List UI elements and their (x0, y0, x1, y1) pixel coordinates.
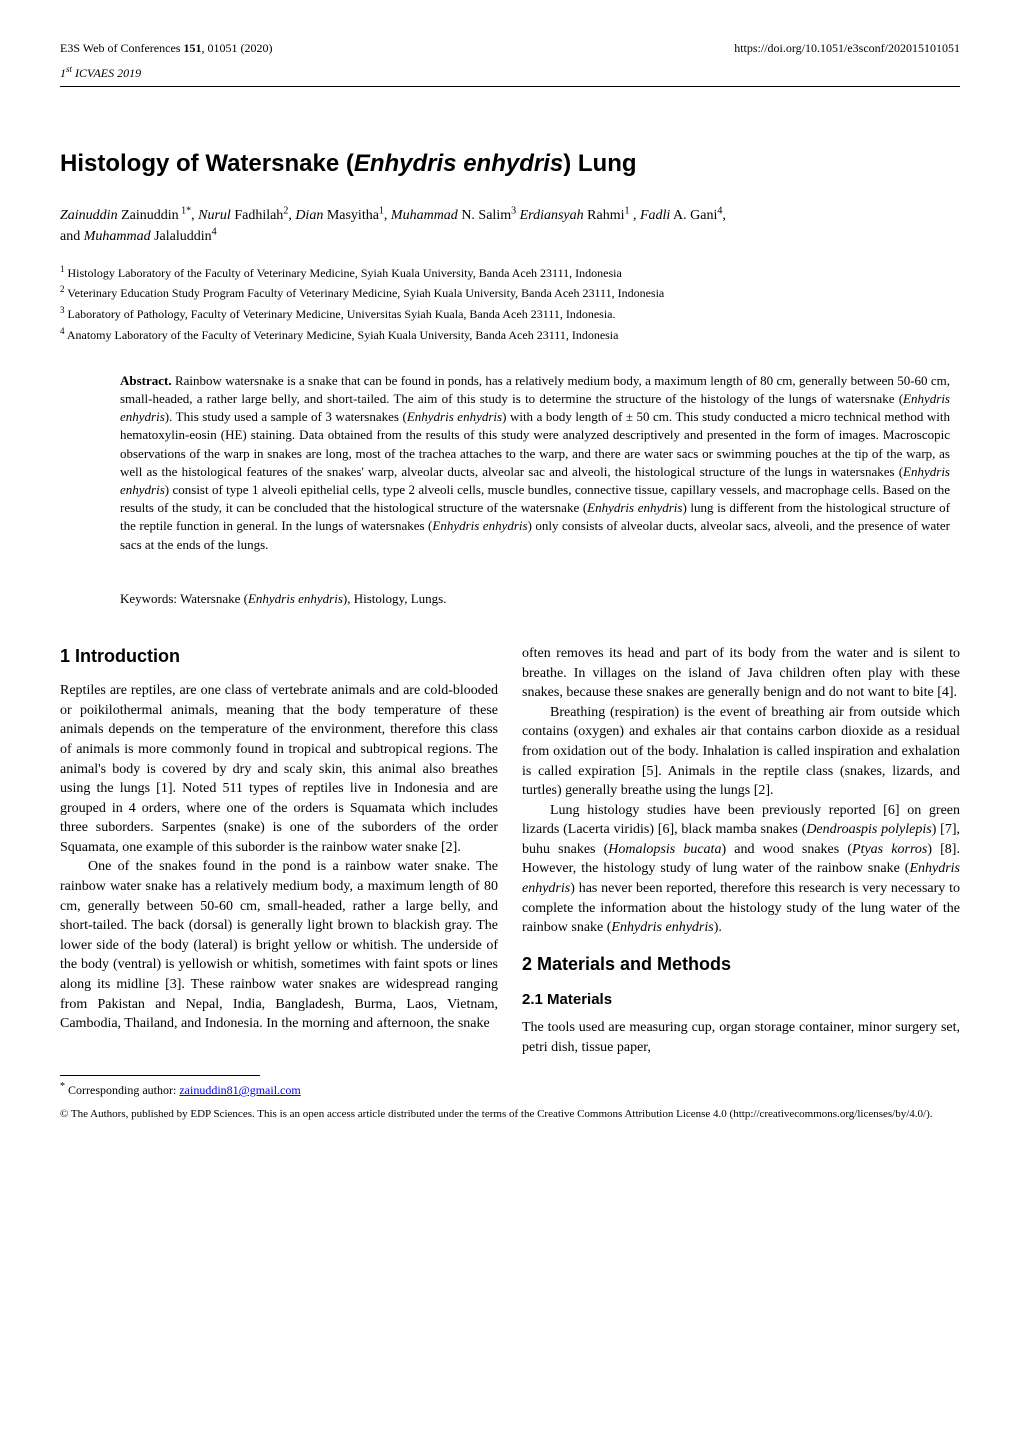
section-1-p1: Reptiles are reptiles, are one class of … (60, 681, 498, 857)
footer-rule (60, 1075, 260, 1076)
aff-text-3: Laboratory of Pathology, Faculty of Vete… (65, 307, 616, 321)
keywords-text: Watersnake (Enhydris enhydris), Histolog… (180, 591, 446, 606)
page-title: Histology of Watersnake (Enhydris enhydr… (60, 147, 960, 181)
footnote-text: Corresponding author: (65, 1083, 179, 1097)
affiliations: 1 Histology Laboratory of the Faculty of… (60, 263, 960, 344)
header-event: 1st ICVAES 2019 (60, 63, 960, 82)
col2-p2: Breathing (respiration) is the event of … (522, 703, 960, 801)
affiliation-1: 1 Histology Laboratory of the Faculty of… (60, 263, 960, 282)
section-1-p2: One of the snakes found in the pond is a… (60, 857, 498, 1033)
authors-line2: and Muhammad Jalaluddin4 (60, 229, 217, 244)
column-left: 1 Introduction Reptiles are reptiles, ar… (60, 644, 498, 1057)
column-right: often removes its head and part of its b… (522, 644, 960, 1057)
affiliation-3: 3 Laboratory of Pathology, Faculty of Ve… (60, 304, 960, 323)
article-id: 01051 (2020) (207, 41, 272, 55)
abstract: Abstract. Rainbow watersnake is a snake … (120, 372, 950, 554)
affiliation-2: 2 Veterinary Education Study Program Fac… (60, 283, 960, 302)
keywords-label: Keywords: (120, 591, 180, 606)
section-2-1-p1: The tools used are measuring cup, organ … (522, 1018, 960, 1057)
col2-p3: Lung histology studies have been previou… (522, 801, 960, 938)
header-rule (60, 86, 960, 87)
header-doi: https://doi.org/10.1051/e3sconf/20201510… (734, 40, 960, 57)
license-text: © The Authors, published by EDP Sciences… (60, 1107, 960, 1121)
corresponding-footnote: * Corresponding author: zainuddin81@gmai… (60, 1080, 960, 1099)
section-2-heading: 2 Materials and Methods (522, 952, 960, 977)
section-1-heading: 1 Introduction (60, 644, 498, 669)
footnote-email-link[interactable]: zainuddin81@gmail.com (179, 1083, 300, 1097)
section-2-1-heading: 2.1 Materials (522, 989, 960, 1010)
header-row: E3S Web of Conferences 151, 01051 (2020)… (60, 40, 960, 57)
event-name: ICVAES 2019 (72, 66, 141, 80)
volume: 151 (183, 41, 201, 55)
header-left: E3S Web of Conferences 151, 01051 (2020) (60, 40, 272, 57)
col2-p1: often removes its head and part of its b… (522, 644, 960, 703)
aff-text-1: Histology Laboratory of the Faculty of V… (65, 266, 622, 280)
keywords: Keywords: Watersnake (Enhydris enhydris)… (120, 590, 960, 608)
affiliation-4: 4 Anatomy Laboratory of the Faculty of V… (60, 325, 960, 344)
abstract-text: Rainbow watersnake is a snake that can b… (120, 373, 950, 552)
conference-name: E3S Web of Conferences (60, 41, 180, 55)
authors: Zainuddin Zainuddin 1*, Nurul Fadhilah2,… (60, 204, 960, 247)
abstract-label: Abstract. (120, 373, 172, 388)
aff-text-4: Anatomy Laboratory of the Faculty of Vet… (65, 328, 619, 342)
authors-line1: Zainuddin Zainuddin 1*, Nurul Fadhilah2,… (60, 208, 726, 223)
two-column-body: 1 Introduction Reptiles are reptiles, ar… (60, 644, 960, 1057)
aff-text-2: Veterinary Education Study Program Facul… (65, 286, 665, 300)
